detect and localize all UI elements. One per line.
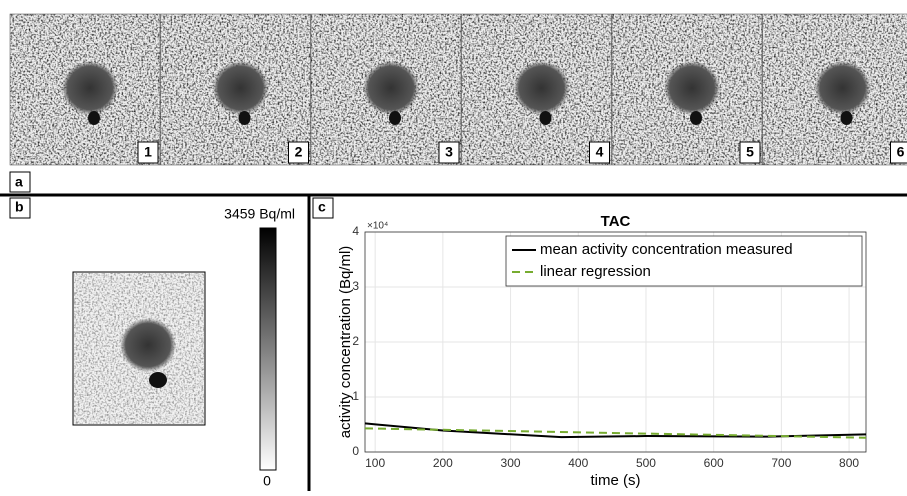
frame-blob xyxy=(815,61,871,115)
x-tick-label: 600 xyxy=(704,456,724,470)
frame-label: 1 xyxy=(144,144,152,160)
y-tick-label: 0 xyxy=(352,444,359,458)
frame-spot xyxy=(389,111,401,125)
frame-label: 3 xyxy=(445,144,453,160)
frame-spot xyxy=(690,111,702,125)
x-tick-label: 800 xyxy=(839,456,859,470)
y-axis-label: activity concentration (Bq/ml) xyxy=(337,246,354,439)
legend-entry: mean activity concentration measured xyxy=(540,241,793,258)
frame-spot xyxy=(841,111,853,125)
frame-spot xyxy=(540,111,552,125)
frame: 3 xyxy=(311,14,461,165)
frame-label: 2 xyxy=(295,144,303,160)
mean-image xyxy=(73,272,205,425)
frame-blob xyxy=(213,61,269,115)
panel-label: b xyxy=(15,199,24,215)
frame-blob xyxy=(363,61,419,115)
x-tick-label: 700 xyxy=(771,456,791,470)
x-tick-label: 200 xyxy=(433,456,453,470)
colorbar xyxy=(260,228,276,470)
x-tick-label: 400 xyxy=(568,456,588,470)
frame-label: 4 xyxy=(596,144,604,160)
colorbar-min: 0 xyxy=(263,473,271,489)
frame: 6 xyxy=(763,14,907,165)
panel-label: c xyxy=(318,199,326,215)
chart-title: TAC xyxy=(601,213,631,230)
frame-blob xyxy=(514,61,570,115)
frame-label: 5 xyxy=(746,144,754,160)
frame-strip: 1 2 3 4 5 6 xyxy=(10,14,907,165)
x-tick-label: 300 xyxy=(501,456,521,470)
frame: 5 xyxy=(612,14,762,165)
frame-label: 6 xyxy=(897,144,905,160)
frame-blob xyxy=(664,61,720,115)
frame: 2 xyxy=(161,14,311,165)
frame-spot xyxy=(88,111,100,125)
y-tick-label: 4 xyxy=(352,224,359,238)
frame-spot xyxy=(239,111,251,125)
y-exponent: ×10⁴ xyxy=(367,221,388,232)
frame: 4 xyxy=(462,14,612,165)
legend-entry: linear regression xyxy=(540,263,651,280)
x-tick-label: 100 xyxy=(365,456,385,470)
frame: 1 xyxy=(10,14,160,165)
x-tick-label: 500 xyxy=(636,456,656,470)
colorbar-max: 3459 Bq/ml xyxy=(224,206,295,222)
frame-blob xyxy=(62,61,118,115)
panel-label: a xyxy=(15,174,23,190)
x-axis-label: time (s) xyxy=(591,472,641,489)
